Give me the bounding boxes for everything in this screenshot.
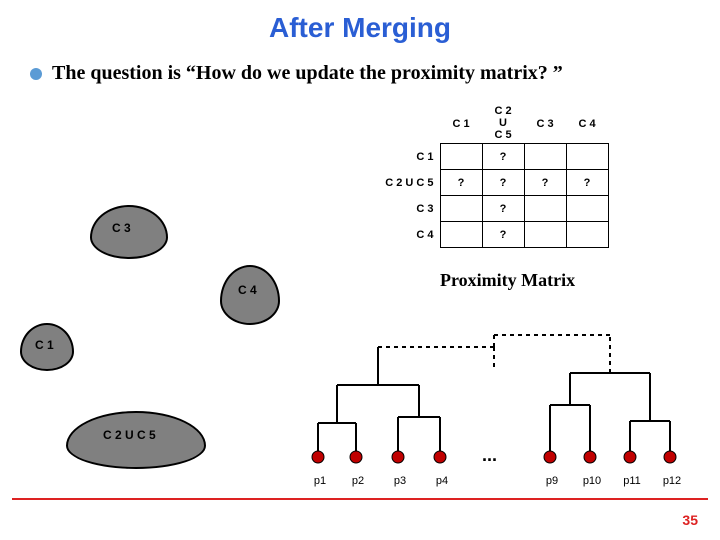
matrix-cell [440,144,482,170]
matrix-row-header: C 1 [380,144,440,170]
matrix-col-header: C 1 [440,105,482,144]
slide-title-text: After Merging [269,12,451,43]
matrix-cell: ? [566,170,608,196]
matrix-cell [566,222,608,248]
cluster-label: C 1 [35,338,54,352]
matrix-caption: Proximity Matrix [440,270,575,291]
matrix-col-header: C 4 [566,105,608,144]
cluster-label: C 4 [238,283,257,297]
cluster-label: C 2 U C 5 [103,428,156,442]
bullet-text: The question is “How do we update the pr… [52,62,563,85]
dendro-leaf-label: p9 [540,475,564,487]
cluster-label: C 3 [112,221,131,235]
matrix-cell [524,196,566,222]
dendro-leaf-label: p4 [430,475,454,487]
matrix-cell [566,196,608,222]
matrix-cell: ? [482,222,524,248]
dendro-leaf-label: p10 [580,475,604,487]
matrix-cell: ? [482,196,524,222]
matrix-table: C 1C 2UC 5C 3C 4C 1?C 2 U C 5????C 3?C 4… [380,105,609,248]
matrix-cell [524,144,566,170]
proximity-matrix: C 1C 2UC 5C 3C 4C 1?C 2 U C 5????C 3?C 4… [380,105,609,248]
bullet-dot [30,68,42,80]
matrix-cell: ? [482,170,524,196]
footer-rule [12,498,708,500]
diagram-canvas: C 3C 4C 1C 2 U C 5 C 1C 2UC 5C 3C 4C 1?C… [0,95,720,475]
matrix-cell [440,222,482,248]
slide-title: After Merging [0,0,720,44]
matrix-row-header: C 4 [380,222,440,248]
dendro-leaf-label: p2 [346,475,370,487]
dendro-leaf-label: p11 [620,475,644,487]
dendro-leaf-label: p1 [308,475,332,487]
matrix-cell [524,222,566,248]
matrix-cell [440,196,482,222]
bullet-line: The question is “How do we update the pr… [30,62,720,85]
matrix-row-header: C 3 [380,196,440,222]
matrix-cell: ? [524,170,566,196]
ellipsis-icon: ... [482,445,497,466]
dendro-leaf-label: p12 [660,475,684,487]
matrix-col-header: C 2UC 5 [482,105,524,144]
matrix-cell: ? [482,144,524,170]
dendro-leaf-label: p3 [388,475,412,487]
matrix-row-header: C 2 U C 5 [380,170,440,196]
matrix-col-header: C 3 [524,105,566,144]
matrix-cell: ? [440,170,482,196]
matrix-cell [566,144,608,170]
page-number: 35 [682,512,698,528]
